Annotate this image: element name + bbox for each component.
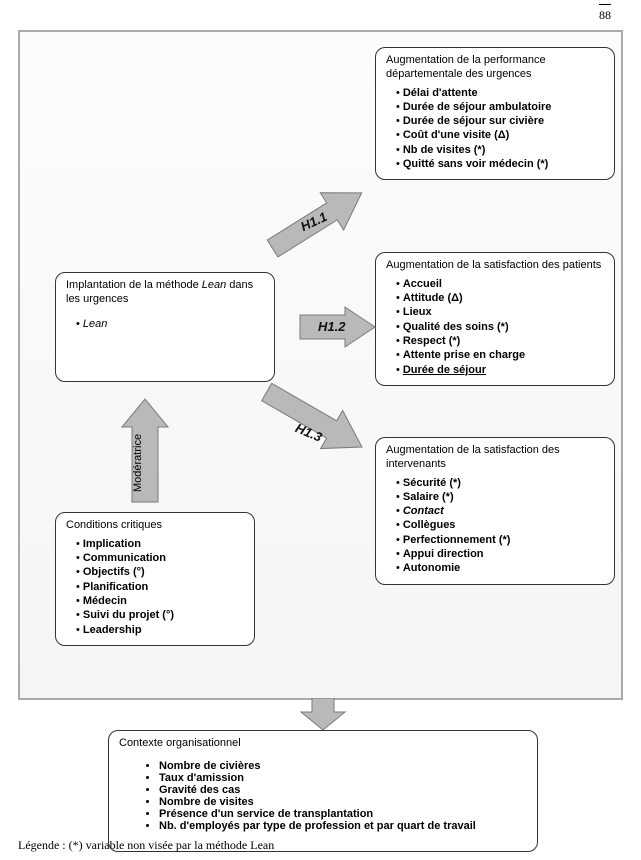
box-performance-list: Délai d'attenteDurée de séjour ambulatoi… [386,86,604,172]
list-item: Suivi du projet (°) [76,608,244,622]
box-sat-intervenants: Augmentation de la satisfaction des inte… [375,437,615,585]
list-item: Lean [76,317,264,331]
box-context: Contexte organisationnel Nombre de civiè… [108,730,538,852]
list-item: Salaire (*) [396,490,604,504]
list-item: Respect (*) [396,334,604,348]
legend-text: Légende : (*) variable non visée par la … [18,838,274,853]
box-conditions: Conditions critiques ImplicationCommunic… [55,512,255,646]
list-item: Durée de séjour [396,363,604,377]
list-item: Autonomie [396,561,604,575]
box-implantation: Implantation de la méthode Lean dans les… [55,272,275,382]
box-implantation-title: Implantation de la méthode Lean dans les… [66,279,264,307]
list-item: Médecin [76,594,244,608]
list-item: Attente prise en charge [396,348,604,362]
list-item: Nombre de visites [159,796,527,808]
page-number: 88 [599,4,611,23]
list-item: Qualité des soins (*) [396,320,604,334]
arrow-moderatrice [120,397,170,507]
list-item: Quitté sans voir médecin (*) [396,157,604,171]
list-item: Contact [396,504,604,518]
list-item: Gravité des cas [159,784,527,796]
list-item: Présence d'un service de transplantation [159,808,527,820]
list-item: Communication [76,551,244,565]
box-context-list: Nombre de civièresTaux d'amissionGravité… [119,760,527,832]
box-performance-title: Augmentation de la performance départeme… [386,54,604,82]
box-conditions-list: ImplicationCommunicationObjectifs (°)Pla… [66,537,244,637]
arrow-context [298,698,348,732]
list-item: Implication [76,537,244,551]
list-item: Taux d'amission [159,772,527,784]
list-item: Attitude (Δ) [396,291,604,305]
list-item: Durée de séjour sur civière [396,114,604,128]
box-sat-intervenants-title: Augmentation de la satisfaction des inte… [386,444,604,472]
list-item: Appui direction [396,547,604,561]
list-item: Planification [76,580,244,594]
diagram-frame: Augmentation de la performance départeme… [18,30,623,700]
list-item: Nb. d'employés par type de profession et… [159,820,527,832]
list-item: Délai d'attente [396,86,604,100]
list-item: Collègues [396,518,604,532]
list-item: Leadership [76,623,244,637]
box-sat-patients-title: Augmentation de la satisfaction des pati… [386,259,604,273]
box-sat-intervenants-list: Sécurité (*)Salaire (*)ContactCollèguesP… [386,476,604,576]
list-item: Coût d'une visite (Δ) [396,128,604,142]
label-moderatrice: Modératrice [132,434,144,492]
box-sat-patients-list: AccueilAttitude (Δ)LieuxQualité des soin… [386,277,604,377]
list-item: Accueil [396,277,604,291]
label-h12: H1.2 [318,319,345,334]
list-item: Sécurité (*) [396,476,604,490]
box-sat-patients: Augmentation de la satisfaction des pati… [375,252,615,386]
list-item: Nombre de civières [159,760,527,772]
list-item: Objectifs (°) [76,565,244,579]
list-item: Perfectionnement (*) [396,533,604,547]
list-item: Durée de séjour ambulatoire [396,100,604,114]
box-conditions-title: Conditions critiques [66,519,244,533]
box-context-title: Contexte organisationnel [119,737,527,749]
box-implantation-list: Lean [66,317,264,331]
box-performance: Augmentation de la performance départeme… [375,47,615,180]
list-item: Lieux [396,305,604,319]
list-item: Nb de visites (*) [396,143,604,157]
